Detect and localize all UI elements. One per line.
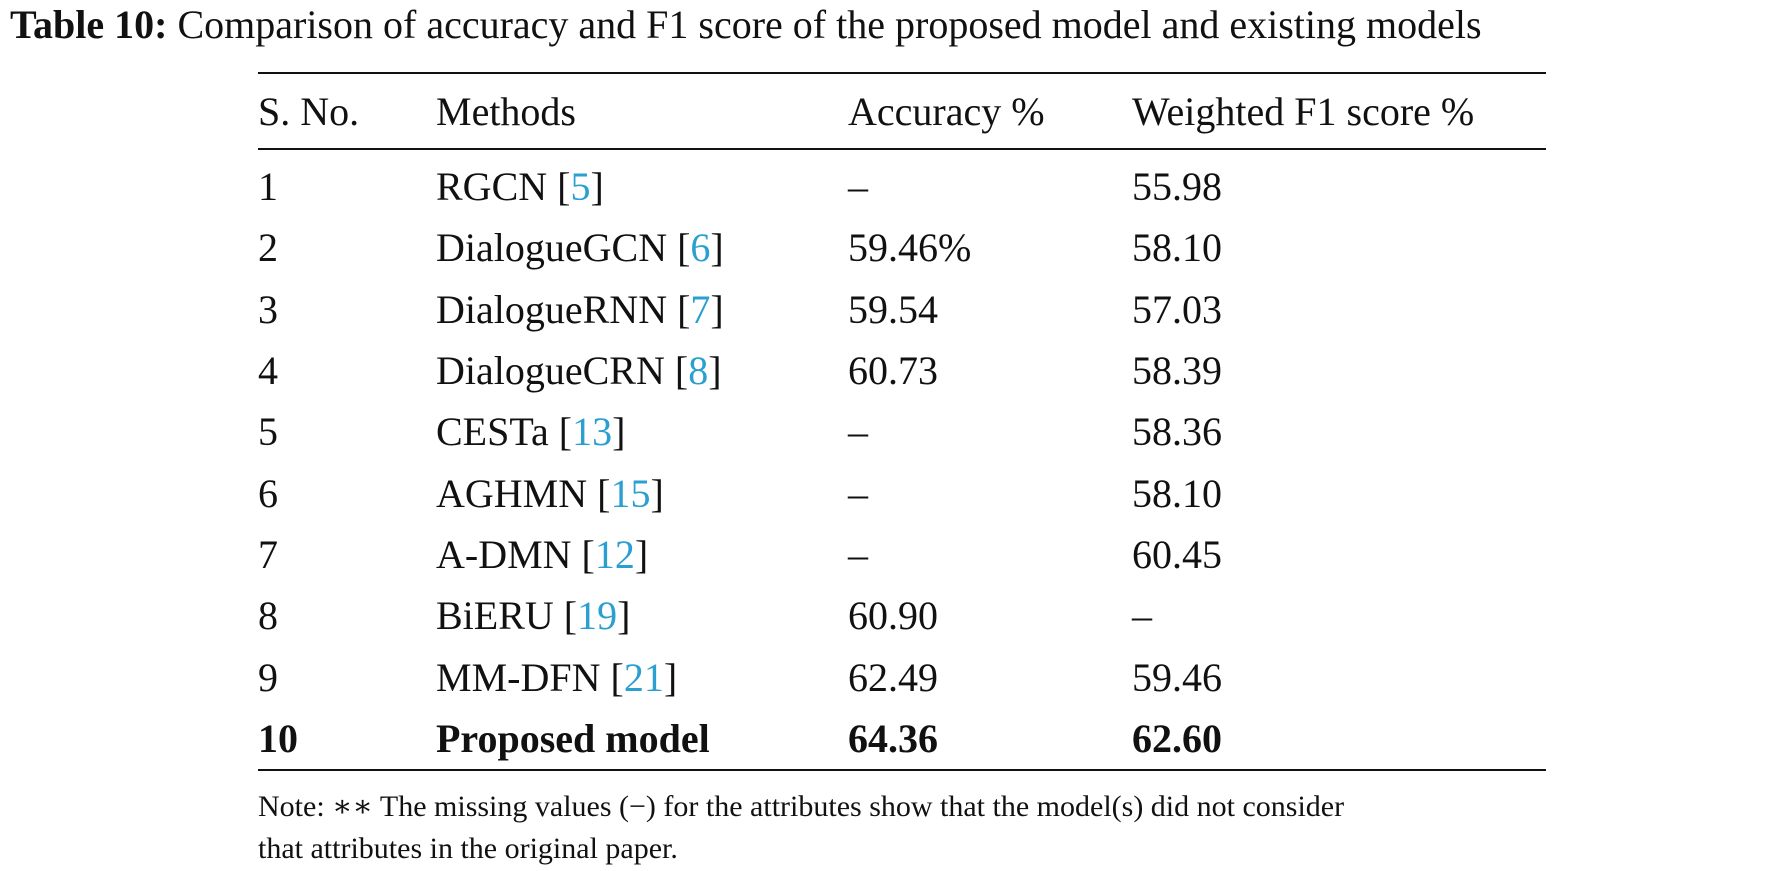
cell-sno: 6 [258,470,278,516]
table-row: 9 MM-DFN [21] 62.49 59.46 [258,646,1546,707]
cell-method: DialogueCRN [8] [436,348,722,394]
header-accuracy: Accuracy % [848,88,1045,134]
method-name: A-DMN [436,531,572,577]
cell-method: Proposed model [436,708,848,770]
cell-sno: 9 [258,654,278,700]
citation-link[interactable]: 21 [623,654,664,700]
note-line-2: that attributes in the original paper. [258,832,678,865]
method-name: DialogueGCN [436,225,668,271]
cell-accuracy: 60.73 [848,348,938,394]
cell-accuracy: 59.54 [848,286,938,332]
cell-method: CESTa [13] [436,409,626,455]
cell-accuracy: 64.36 [848,715,938,761]
cell-sno: 3 [258,286,278,332]
header-row: S. No. Methods Accuracy % Weighted F1 sc… [258,73,1546,149]
cell-f1: 58.39 [1132,348,1222,394]
method-name: MM-DFN [436,654,601,700]
table-row: 2 DialogueGCN [6] 59.46% 58.10 [258,217,1546,278]
citation-link[interactable]: 5 [570,164,591,210]
table-row: 6 AGHMN [15] – 58.10 [258,462,1546,523]
cell-sno: 2 [258,225,278,271]
cell-method: MM-DFN [21] [436,654,678,700]
cell-accuracy: 59.46% [848,225,972,271]
cell-accuracy: – [848,470,868,516]
cell-sno: 5 [258,409,278,455]
citation-link[interactable]: 7 [690,286,711,332]
method-name: BiERU [436,593,554,639]
note-line-1: Note: ∗∗ The missing values (−) for the … [258,790,1345,823]
cell-sno: 8 [258,593,278,639]
cell-method: DialogueGCN [6] [436,225,724,271]
cell-accuracy: – [848,164,868,210]
cell-f1: 58.36 [1132,409,1222,455]
cell-method: RGCN [5] [436,164,604,210]
citation-link[interactable]: 8 [688,348,709,394]
cell-f1: 55.98 [1132,164,1222,210]
cell-accuracy: 60.90 [848,593,938,639]
cell-f1: 58.10 [1132,225,1222,271]
comparison-table: S. No. Methods Accuracy % Weighted F1 sc… [258,72,1546,771]
comparison-table-container: S. No. Methods Accuracy % Weighted F1 sc… [258,72,1546,771]
cell-f1: – [1132,593,1152,639]
cell-f1: 60.45 [1132,531,1222,577]
citation-link[interactable]: 13 [572,409,613,455]
cell-f1: 62.60 [1132,715,1222,761]
cell-f1: 58.10 [1132,470,1222,516]
citation-link[interactable]: 19 [577,593,618,639]
cell-accuracy: 62.49 [848,654,938,700]
table-row: 8 BiERU [19] 60.90 – [258,585,1546,646]
method-name: DialogueRNN [436,286,668,332]
caption-text: Comparison of accuracy and F1 score of t… [177,2,1482,47]
citation-link[interactable]: 12 [594,531,635,577]
cell-sno: 1 [258,164,278,210]
header-methods: Methods [436,88,576,134]
cell-f1: 59.46 [1132,654,1222,700]
cell-sno: 10 [258,715,298,761]
cell-method: AGHMN [15] [436,470,664,516]
method-name: AGHMN [436,470,588,516]
method-name: DialogueCRN [436,348,665,394]
table-row: 7 A-DMN [12] – 60.45 [258,524,1546,585]
cell-method: A-DMN [12] [436,531,649,577]
cell-sno: 4 [258,348,278,394]
cell-sno: 7 [258,531,278,577]
cell-accuracy: – [848,531,868,577]
caption-label: Table 10: [10,2,168,47]
cell-accuracy: – [848,409,868,455]
header-sno: S. No. [258,88,360,134]
method-name: RGCN [436,164,548,210]
table-note: Note: ∗∗ The missing values (−) for the … [258,786,1558,870]
table-row: 1 RGCN [5] – 55.98 [258,149,1546,217]
header-f1: Weighted F1 score % [1132,88,1475,134]
cell-method: DialogueRNN [7] [436,286,724,332]
citation-link[interactable]: 15 [610,470,651,516]
table-row: 3 DialogueRNN [7] 59.54 57.03 [258,279,1546,340]
cell-f1: 57.03 [1132,286,1222,332]
table-header: S. No. Methods Accuracy % Weighted F1 sc… [258,73,1546,149]
citation-link[interactable]: 6 [690,225,711,271]
cell-method: BiERU [19] [436,593,631,639]
table-body: 1 RGCN [5] – 55.98 2 DialogueGCN [6] 59.46% 58.… [258,149,1546,770]
table-row: 5 CESTa [13] – 58.36 [258,401,1546,462]
table-row: 4 DialogueCRN [8] 60.73 58.39 [258,340,1546,401]
method-name: CESTa [436,409,549,455]
table-row: 10 Proposed model 64.36 62.60 [258,708,1546,770]
method-name: Proposed model [436,715,710,761]
table-caption: Table 10: Comparison of accuracy and F1 … [10,0,1790,50]
